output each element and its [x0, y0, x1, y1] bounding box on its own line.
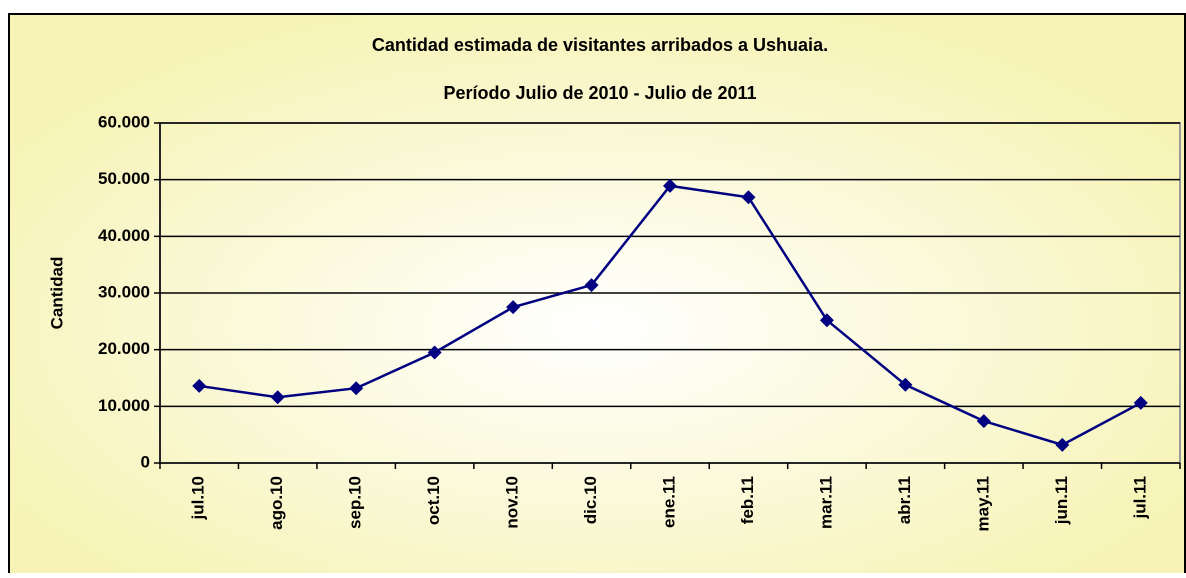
y-tick-label: 0 [141, 452, 150, 471]
marker [427, 345, 442, 360]
marker [1055, 437, 1070, 452]
marker [741, 190, 756, 205]
y-axis-label: Cantidad [47, 257, 66, 330]
y-tick-label: 50.000 [98, 169, 150, 188]
x-tick-label: jun.11 [1052, 476, 1071, 525]
marker [349, 381, 364, 396]
x-tick-label: feb.11 [738, 476, 757, 524]
marker [663, 178, 677, 193]
marker [976, 414, 991, 429]
y-tick-label: 10.000 [98, 396, 150, 415]
y-tick-label: 20.000 [98, 339, 150, 358]
marker [270, 390, 285, 405]
y-tick-label: 30.000 [98, 282, 150, 301]
x-tick-label: mar.11 [816, 476, 835, 529]
marker [819, 313, 834, 328]
x-tick-label: abr.11 [895, 476, 914, 524]
x-tick-label: ago.10 [267, 476, 286, 530]
chart-background [8, 13, 1186, 578]
marker [898, 377, 913, 392]
x-tick-label: oct.10 [424, 476, 443, 525]
chart-title: Cantidad estimada de visitantes arribado… [372, 35, 828, 55]
x-tick-label: may.11 [973, 476, 992, 531]
y-tick-label: 40.000 [98, 226, 150, 245]
marker [192, 378, 207, 393]
x-tick-label: sep.10 [346, 476, 365, 529]
x-tick-label: nov.10 [503, 476, 522, 529]
marker [1133, 395, 1148, 410]
x-tick-label: jul.10 [189, 476, 208, 520]
y-tick-label: 60.000 [98, 112, 150, 131]
marker [506, 300, 521, 315]
x-tick-label: jul.11 [1130, 476, 1149, 520]
x-tick-label: ene.11 [659, 476, 678, 528]
marker [584, 278, 599, 293]
x-tick-label: dic.10 [581, 476, 600, 524]
chart-subtitle: Período Julio de 2010 - Julio de 2011 [443, 83, 756, 103]
